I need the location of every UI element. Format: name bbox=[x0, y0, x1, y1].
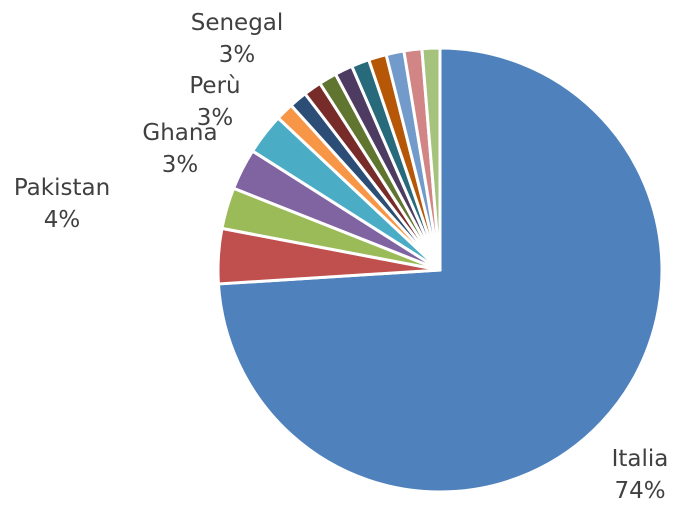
value-label: 3% bbox=[162, 152, 199, 178]
category-label: Perù bbox=[189, 73, 240, 99]
category-label: Senegal bbox=[191, 10, 284, 36]
category-label: Italia bbox=[612, 446, 669, 472]
slice-label: Perù 3% bbox=[189, 73, 240, 131]
value-label: 3% bbox=[197, 105, 234, 131]
value-label: 3% bbox=[219, 42, 256, 68]
slice-label: Italia 74% bbox=[612, 446, 669, 504]
slice-label: Pakistan 4% bbox=[14, 175, 110, 233]
value-label: 4% bbox=[44, 207, 81, 233]
value-label: 74% bbox=[614, 478, 665, 504]
category-label: Ghana bbox=[142, 120, 217, 146]
pie-slice bbox=[420, 46, 442, 272]
slice-label: Ghana 3% bbox=[142, 120, 217, 178]
slice-label: Senegal 3% bbox=[191, 10, 284, 68]
category-label: Pakistan bbox=[14, 175, 110, 201]
